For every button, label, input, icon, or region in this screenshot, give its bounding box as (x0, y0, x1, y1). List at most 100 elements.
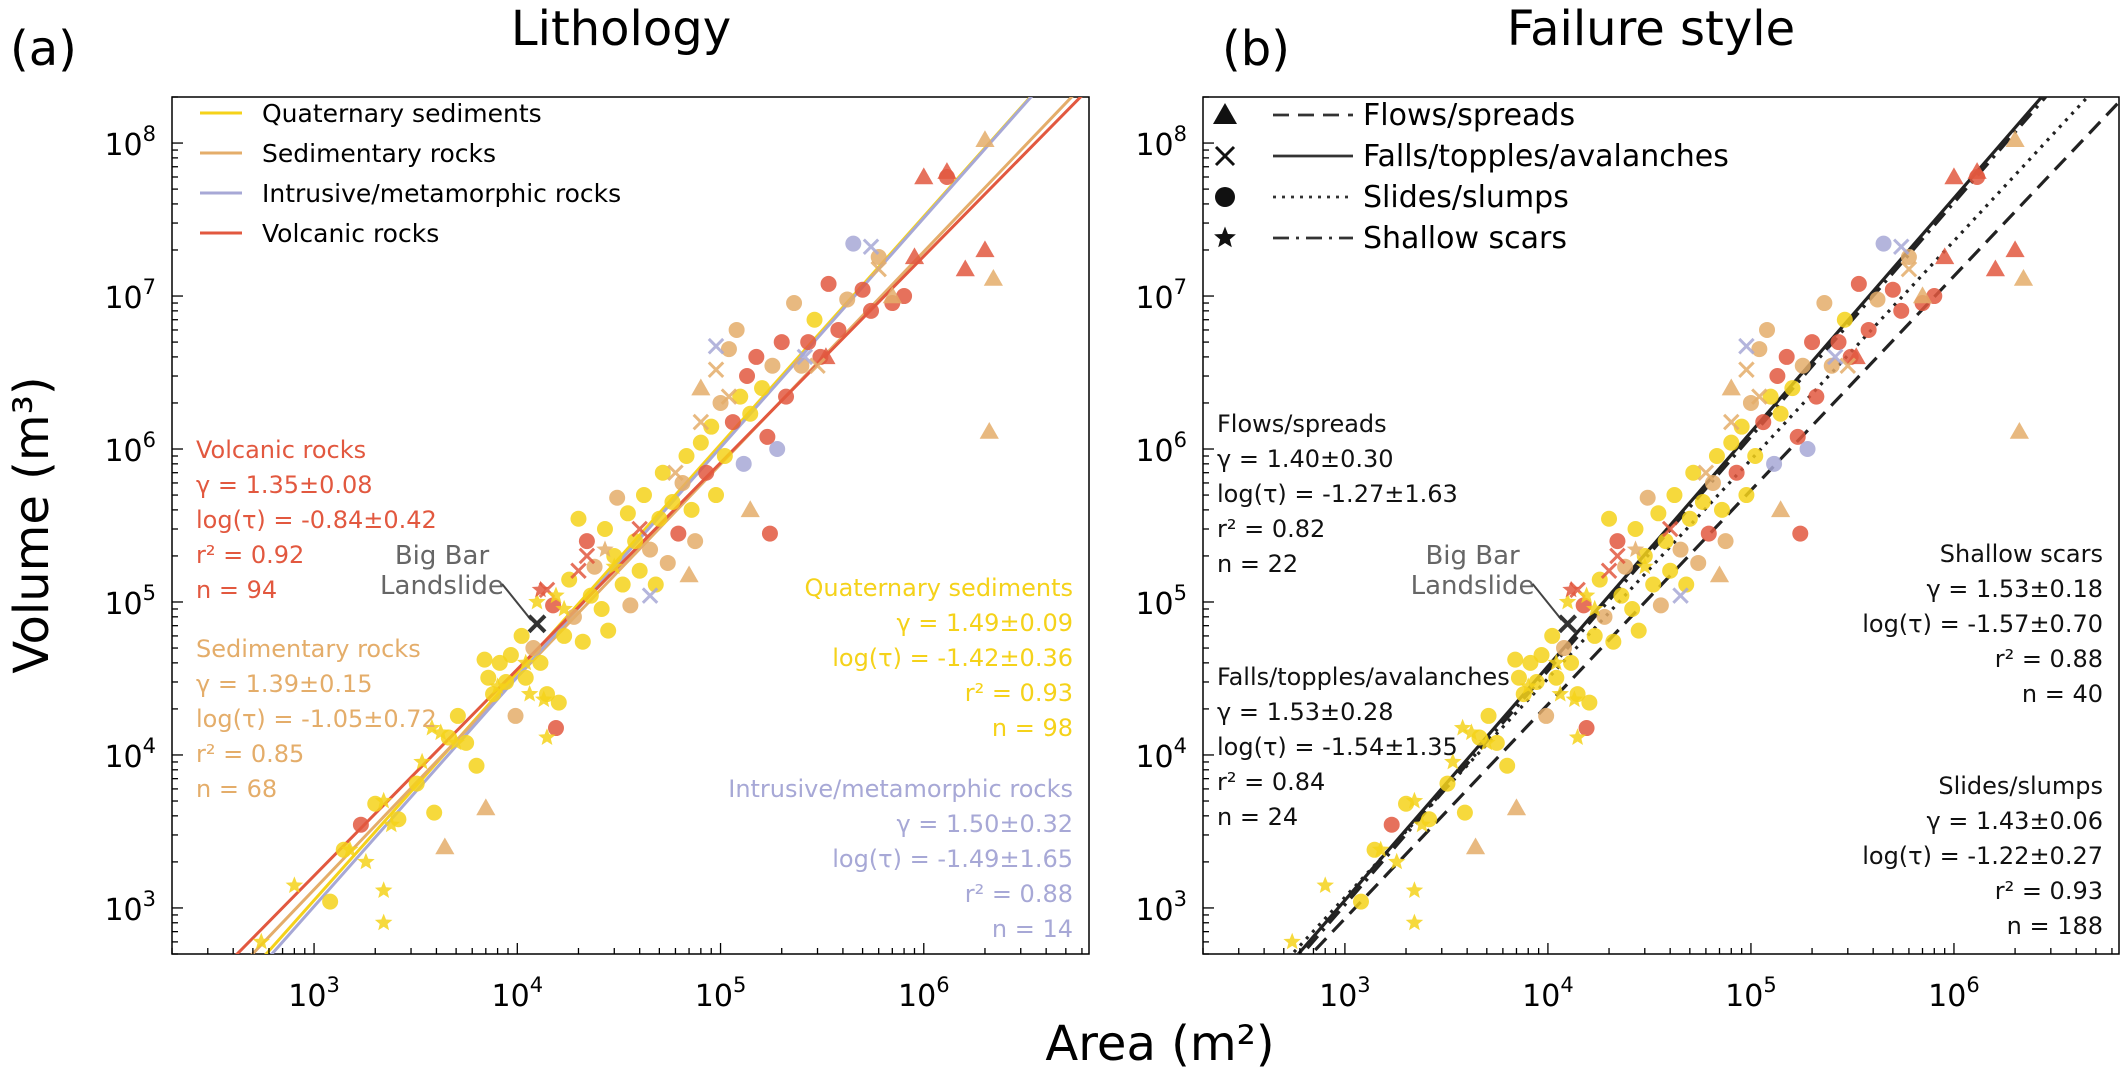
legend-label: Intrusive/metamorphic rocks (262, 179, 621, 208)
data-point (570, 510, 587, 527)
data-point (1609, 533, 1626, 550)
fit-stat-line: r² = 0.93 (1995, 877, 2103, 905)
data-point (654, 464, 671, 481)
fit-stat-line: γ = 1.35±0.08 (196, 471, 373, 499)
data-point (1708, 448, 1725, 465)
legend-label: Flows/spreads (1363, 98, 1575, 133)
data-point (574, 633, 591, 650)
data-point (631, 520, 648, 538)
data-point (1462, 723, 1481, 741)
data-point (532, 654, 549, 671)
data-point (769, 441, 786, 458)
data-point (547, 586, 565, 604)
fit-stat-line: Volcanic rocks (196, 436, 366, 464)
y-tick-label: 104 (1135, 734, 1187, 775)
big-bar-label: Landslide (1411, 571, 1535, 601)
data-point (578, 533, 595, 550)
data-point (1488, 734, 1505, 751)
data-point (1533, 647, 1550, 664)
data-point (1709, 565, 1730, 583)
data-point (468, 757, 485, 774)
data-point (708, 487, 725, 504)
fit-stat-line: log(τ) = -1.22±0.27 (1862, 842, 2103, 870)
x-tick-label: 106 (898, 973, 950, 1014)
data-point (609, 489, 626, 506)
fit-line (1309, 99, 2119, 954)
data-point (806, 311, 823, 328)
data-point (1626, 540, 1645, 557)
data-point (748, 348, 765, 365)
data-point (1352, 893, 1369, 910)
data-point (862, 238, 880, 255)
data-point (687, 533, 704, 550)
fit-stat-line: n = 94 (196, 576, 277, 604)
data-point (423, 718, 441, 736)
data-point (635, 487, 652, 504)
data-point (1666, 487, 1683, 504)
data-point (691, 378, 711, 396)
data-point (1685, 464, 1702, 481)
data-point (2013, 268, 2034, 286)
data-point (1747, 448, 1764, 465)
data-point (1596, 608, 1613, 625)
data-point (1778, 348, 1795, 365)
data-point (357, 852, 375, 870)
x-tick-label: 104 (1522, 973, 1574, 1014)
data-point (1558, 592, 1577, 610)
data-point (1704, 474, 1721, 491)
fit-stat-line: Falls/topples/avalanches (1217, 663, 1510, 691)
data-point (1480, 707, 1497, 724)
axis-ticks: 103 104 105 106 103 104 105 106 107 108 (1135, 96, 2113, 1014)
data-point (1738, 361, 1755, 378)
data-point (692, 434, 709, 451)
data-point (732, 388, 749, 405)
data-point (1884, 281, 1901, 298)
data-point (983, 268, 1003, 286)
data-point (547, 720, 564, 737)
data-point (476, 651, 493, 668)
data-point (1548, 669, 1565, 686)
data-point (870, 260, 887, 278)
data-point (1565, 690, 1584, 708)
fit-stat-line: log(τ) = -1.49±1.65 (832, 845, 1073, 873)
data-point (839, 291, 856, 308)
fit-stat-line: n = 188 (2007, 912, 2103, 940)
data-point (975, 130, 995, 148)
data-point (1601, 510, 1618, 527)
data-point (1388, 852, 1406, 870)
data-point (679, 565, 699, 583)
data-point (1605, 633, 1622, 650)
data-point (1563, 654, 1580, 671)
data-point (1510, 669, 1527, 686)
big-bar-marker (1558, 614, 1578, 634)
data-point (1784, 380, 1801, 397)
data-point (507, 707, 524, 724)
fit-stat-line: γ = 1.49±0.09 (896, 609, 1073, 637)
data-point (538, 728, 556, 745)
fit-stat-line: log(τ) = -0.84±0.42 (196, 506, 437, 534)
fit-stat-line: n = 40 (2022, 680, 2103, 708)
data-point (2009, 421, 2029, 439)
fit-stat-line: n = 68 (196, 775, 277, 803)
data-point (830, 321, 847, 338)
data-point (1700, 525, 1717, 542)
y-axis-label: Volume (m³) (4, 376, 60, 673)
data-point (1630, 622, 1647, 639)
panel-title: Failure style (1507, 1, 1795, 57)
data-point (664, 494, 681, 511)
fit-stat-line: γ = 1.39±0.15 (196, 670, 373, 698)
scatter-points (252, 130, 1003, 950)
data-point (458, 734, 475, 751)
y-tick-label: 106 (104, 428, 156, 469)
legend-marker (1214, 145, 1236, 167)
data-point (517, 653, 535, 671)
fit-line (250, 97, 1074, 954)
x-tick-label: 106 (1928, 973, 1980, 1014)
big-bar-label: Landslide (380, 571, 504, 601)
fit-statistics: Volcanic rocks γ = 1.35±0.08 log(τ) = -0.8… (196, 436, 1073, 943)
data-point (1586, 599, 1604, 617)
fit-stat-line: n = 14 (992, 915, 1073, 943)
data-point (586, 558, 603, 575)
data-point (631, 562, 648, 579)
